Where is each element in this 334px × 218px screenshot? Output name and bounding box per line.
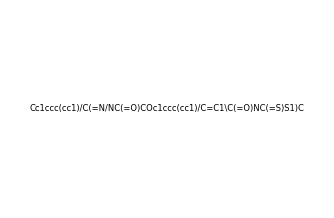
- Text: Cc1ccc(cc1)/C(=N/NC(=O)COc1ccc(cc1)/C=C1\C(=O)NC(=S)S1)C: Cc1ccc(cc1)/C(=N/NC(=O)COc1ccc(cc1)/C=C1…: [30, 104, 304, 114]
